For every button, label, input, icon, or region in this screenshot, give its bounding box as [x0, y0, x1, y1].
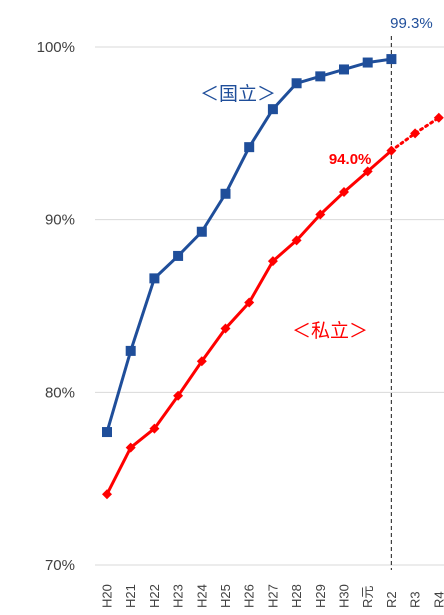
y-axis-ticks: 70% 80% 90% 100%: [37, 39, 75, 574]
data-point-shiritsu: [410, 128, 421, 139]
data-point-kokuritsu: [244, 142, 255, 153]
y-tick-label: 90%: [45, 212, 75, 229]
y-tick-label: 100%: [37, 39, 75, 56]
x-tick-label: R2: [384, 591, 399, 608]
data-point-kokuritsu: [102, 427, 112, 438]
y-tick-label: 80%: [45, 384, 75, 401]
x-tick-label: R4: [431, 591, 444, 608]
x-tick-label: H20: [100, 584, 115, 608]
x-tick-label: H23: [171, 584, 186, 608]
x-tick-label: H29: [313, 584, 328, 608]
data-point-shiritsu: [149, 423, 160, 434]
data-point-kokuritsu: [386, 54, 397, 65]
data-point-shiritsu: [102, 489, 112, 500]
data-point-kokuritsu: [267, 104, 278, 115]
x-tick-label: R元: [360, 586, 375, 608]
x-tick-label: H26: [242, 584, 257, 608]
data-point-shiritsu: [315, 209, 326, 220]
data-point-kokuritsu: [315, 71, 326, 82]
data-point-kokuritsu: [220, 188, 231, 199]
data-point-kokuritsu: [125, 345, 136, 356]
x-tick-label: H28: [289, 584, 304, 608]
gridlines: [95, 46, 444, 566]
x-tick-label: H25: [218, 584, 233, 608]
data-point-kokuritsu: [196, 226, 207, 237]
data-point-shiritsu: [386, 145, 397, 156]
value-callout-shiritsu: 94.0%: [329, 151, 372, 168]
data-point-shiritsu: [196, 356, 207, 367]
y-tick-label: 70%: [45, 557, 75, 574]
data-point-shiritsu: [220, 323, 231, 334]
data-point-kokuritsu: [339, 64, 349, 75]
data-point-kokuritsu: [149, 273, 160, 284]
x-tick-label: H21: [123, 584, 138, 608]
x-tick-label: H24: [194, 584, 209, 608]
series-line-kokuritsu: [105, 57, 392, 433]
data-point-kokuritsu: [291, 78, 302, 89]
series-label-shiritsu: ＜私立＞: [292, 320, 368, 342]
data-point-kokuritsu: [362, 57, 373, 68]
series-label-kokuritsu: ＜国立＞: [200, 83, 276, 105]
data-point-shiritsu: [433, 112, 444, 123]
data-point-shiritsu: [267, 256, 278, 267]
x-tick-label: R3: [408, 591, 423, 608]
data-point-shiritsu: [362, 166, 373, 177]
data-point-shiritsu: [339, 187, 349, 198]
x-tick-label: H30: [337, 584, 352, 608]
data-point-shiritsu: [244, 297, 255, 308]
data-point-shiritsu: [173, 390, 184, 401]
x-tick-label: H27: [265, 584, 280, 608]
data-point-shiritsu: [291, 235, 302, 246]
x-tick-label: H22: [147, 584, 162, 608]
value-callout-kokuritsu: 99.3%: [390, 15, 433, 32]
x-axis-ticks: H20 H21 H22 H23 H24 H25 H26 H27 H28 H29 H30 R元 R2 R3 R…: [100, 584, 444, 608]
data-point-kokuritsu: [173, 250, 184, 261]
data-point-shiritsu: [125, 442, 136, 453]
series-lines: [102, 54, 444, 500]
